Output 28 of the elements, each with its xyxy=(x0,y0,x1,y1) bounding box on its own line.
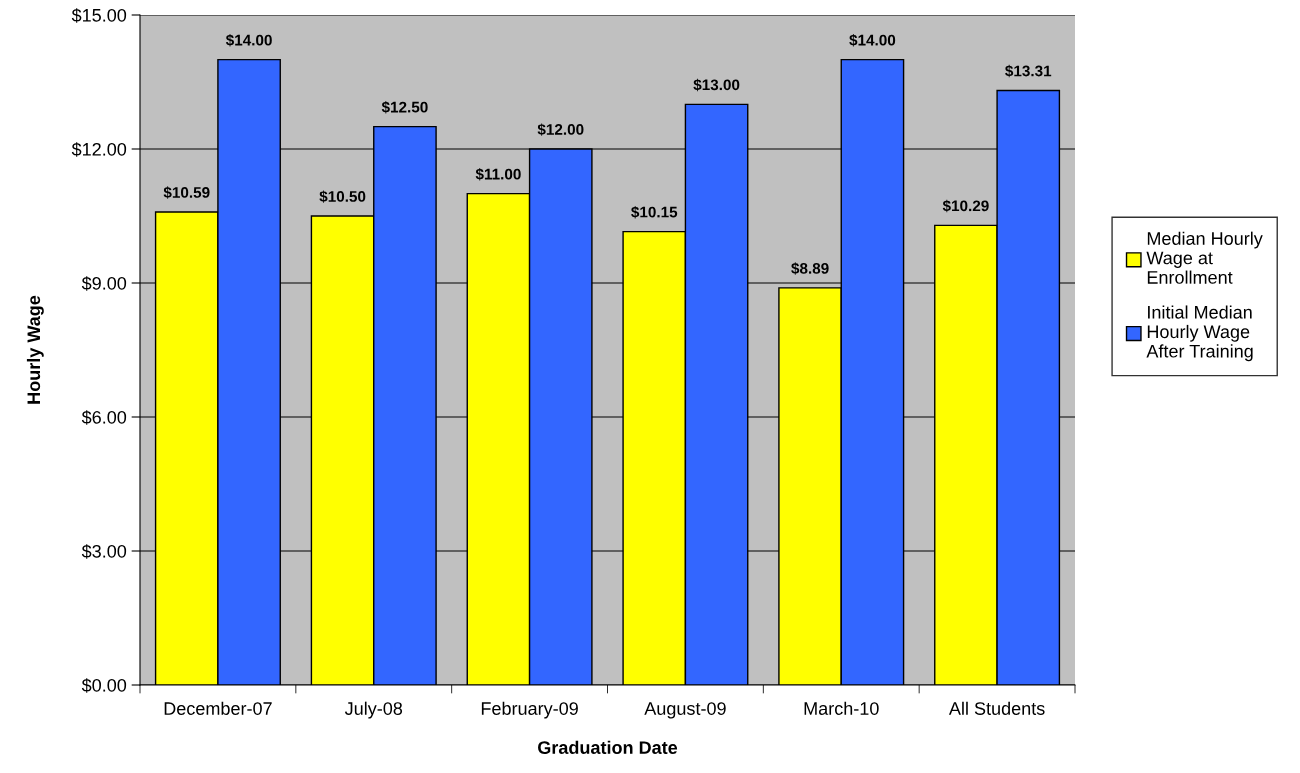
legend-label: Initial Median Hourly Wage After Training xyxy=(1146,305,1253,362)
legend-label: Median Hourly Wage at Enrollment xyxy=(1146,231,1263,284)
data-label: $10.29 xyxy=(942,199,989,213)
x-tick-label: August-09 xyxy=(644,702,726,719)
y-tick-label: $0.00 xyxy=(81,678,127,693)
data-label: $8.89 xyxy=(791,262,829,275)
y-tick-label: $15.00 xyxy=(71,8,127,23)
x-tick-label: December-07 xyxy=(164,701,272,715)
y-axis-title: Hourly Wage xyxy=(26,295,44,404)
y-tick-label: $6.00 xyxy=(81,410,127,425)
x-tick-label: February-09 xyxy=(481,701,578,719)
x-tick-label: March-10 xyxy=(804,701,879,715)
x-tick-label: All Students xyxy=(948,701,1045,715)
data-label: $10.50 xyxy=(319,190,366,203)
y-tick-label: $12.00 xyxy=(71,142,127,157)
data-label: $10.59 xyxy=(163,186,210,199)
x-tick-label: July-08 xyxy=(344,701,403,719)
data-label: $10.15 xyxy=(631,206,678,219)
data-label: $14.00 xyxy=(849,34,896,47)
y-tick-label: $3.00 xyxy=(81,544,127,559)
data-label: $13.31 xyxy=(1005,64,1052,78)
data-label: $12.50 xyxy=(381,101,428,114)
data-label: $14.00 xyxy=(225,34,272,47)
y-tick-label: $9.00 xyxy=(81,276,127,291)
data-label: $12.00 xyxy=(537,123,584,136)
data-label: $13.00 xyxy=(693,78,740,92)
x-axis-title: Graduation Date xyxy=(538,740,678,754)
data-label: $11.00 xyxy=(475,168,521,181)
